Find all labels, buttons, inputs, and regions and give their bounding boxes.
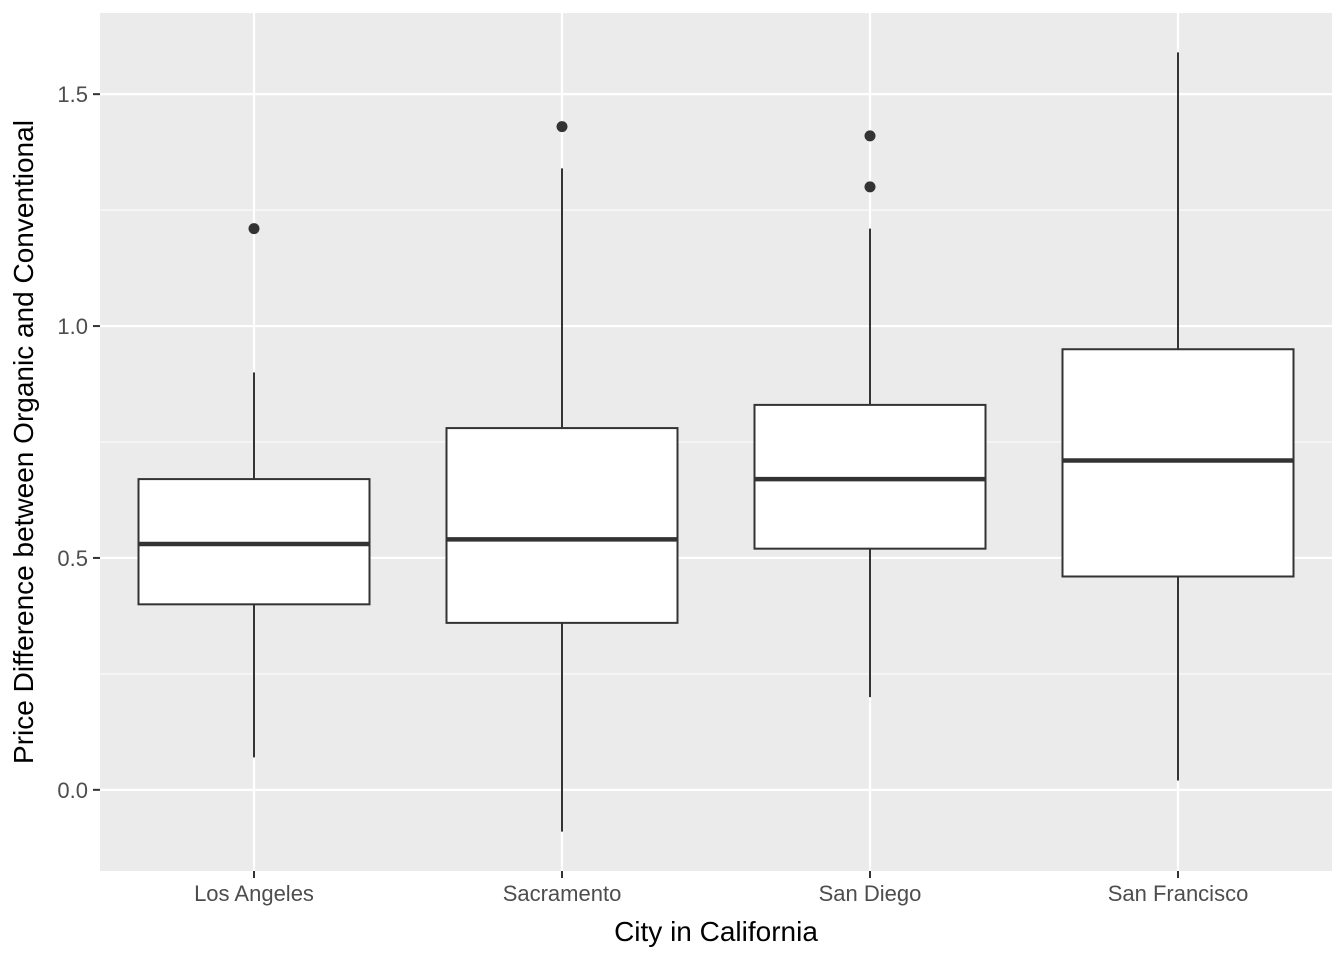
y-tick-label: 0.0 <box>57 778 88 803</box>
outlier-point <box>556 121 568 133</box>
y-axis-title: Price Difference between Organic and Con… <box>8 120 39 764</box>
outlier-point <box>864 130 876 142</box>
y-tick-label: 0.5 <box>57 546 88 571</box>
box-layer <box>137 52 1295 832</box>
y-tick-label: 1.0 <box>57 314 88 339</box>
outlier-point <box>248 223 260 235</box>
x-tick-label: San Francisco <box>1108 881 1249 906</box>
x-tick-label: San Diego <box>819 881 922 906</box>
x-axis: Los Angeles Sacramento San Diego San Franci… <box>194 871 1248 906</box>
boxplot-los-angeles <box>137 223 371 758</box>
x-tick-label: Los Angeles <box>194 881 314 906</box>
x-axis-title: City in California <box>614 916 818 947</box>
box-iqr <box>137 478 371 606</box>
box-iqr <box>753 403 987 550</box>
x-tick-label: Sacramento <box>503 881 622 906</box>
boxplot-sacramento <box>445 121 679 832</box>
box-iqr <box>1061 348 1295 578</box>
box-iqr <box>445 427 679 624</box>
y-tick-label: 1.5 <box>57 82 88 107</box>
boxplot-san-diego <box>753 130 987 698</box>
outlier-point <box>864 181 876 193</box>
boxplot-san-francisco <box>1061 52 1295 781</box>
y-axis: 0.0 0.5 1.0 1.5 <box>57 82 100 803</box>
